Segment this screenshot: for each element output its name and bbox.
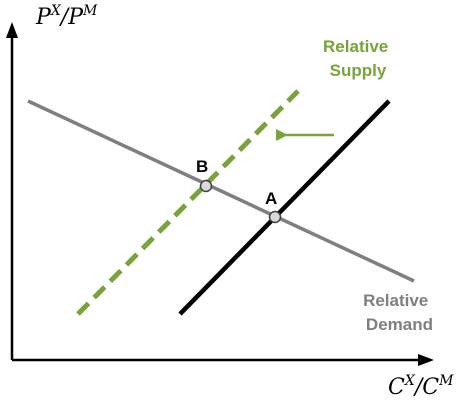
y-axis-label: PX/PM [35, 3, 98, 30]
point-b-label: B [196, 157, 208, 176]
equilibrium-point-a [268, 210, 282, 224]
relative-supply-label: Relative Supply [323, 37, 393, 80]
point-a-label: A [265, 189, 277, 208]
x-axis-label: CX/CM [388, 373, 454, 400]
equilibrium-point-b [199, 179, 213, 193]
relative-demand-label: Relative Demand [363, 291, 433, 334]
x-axis-arrowhead [418, 354, 434, 366]
original-supply-curve [178, 99, 391, 316]
relative-supply-curve [76, 89, 300, 316]
y-axis-arrowhead [6, 22, 18, 38]
relative-demand-curve [27, 99, 415, 283]
